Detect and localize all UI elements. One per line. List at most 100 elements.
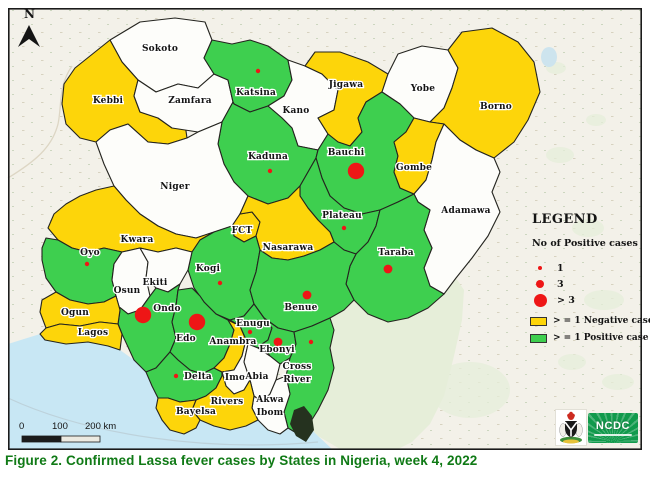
- cameroon-land: [308, 278, 464, 449]
- case-dot-oyo: [84, 261, 90, 267]
- legend-positive-row: > = 1 Positive case: [530, 330, 649, 346]
- north-arrow-icon: [18, 25, 40, 47]
- state-label-abia: Abia: [244, 372, 268, 382]
- state-label-plateau: Plateau: [322, 211, 362, 221]
- state-rivers: [191, 371, 259, 431]
- state-label-bayelsa: Bayelsa: [176, 407, 216, 417]
- river-estuary: [290, 406, 314, 442]
- legend-positive-swatch: [530, 333, 547, 343]
- state-lagos: [39, 321, 123, 351]
- state-label-enugu: Enugu: [236, 319, 270, 329]
- maritime-boundary-line: [7, 397, 319, 446]
- ncdc-logo: NCDC: [588, 413, 638, 443]
- legend-dot-row-3: > 3: [532, 292, 575, 308]
- legend-dot-large-icon: [532, 293, 548, 307]
- vegetation-patch-3: [558, 354, 586, 370]
- state-label-kogi: Kogi: [196, 264, 221, 274]
- vegetation-patch-5: [586, 114, 606, 126]
- case-dot-ondo: [134, 306, 152, 324]
- state-label-lagos: Lagos: [78, 328, 109, 338]
- state-label-kaduna: Kaduna: [248, 152, 288, 162]
- scalebar-left-segment: [21, 435, 62, 443]
- state-label-ogun: Ogun: [61, 308, 89, 318]
- case-dot-delta: [173, 373, 179, 379]
- case-dot-katsina: [255, 68, 261, 74]
- state-label-cross-river: Cross: [282, 362, 311, 372]
- legend-dot-row-2: 3: [532, 276, 564, 292]
- legend-dot-label-2: 3: [557, 278, 564, 290]
- figure-caption: Figure 2. Confirmed Lassa fever cases by…: [5, 453, 478, 468]
- state-label-osun: Osun: [114, 286, 141, 296]
- state-label-akwa-ibom: Akwa: [255, 395, 284, 405]
- legend-title: LEGEND: [532, 212, 598, 227]
- state-label-cross-river: River: [283, 375, 311, 385]
- state-label-edo: Edo: [176, 334, 196, 344]
- case-dot-benue: [302, 290, 312, 300]
- scalebar-right-segment: [60, 435, 101, 443]
- legend-subtitle: No of Positive cases: [532, 238, 638, 249]
- case-dot-enugu: [247, 329, 253, 335]
- state-label-nasarawa: Nasarawa: [263, 243, 314, 253]
- map-frame-border: [8, 8, 643, 450]
- state-label-yobe: Yobe: [410, 84, 436, 94]
- state-label-adamawa: Adamawa: [440, 206, 490, 216]
- state-label-kwara: Kwara: [121, 235, 154, 245]
- state-label-katsina: Katsina: [236, 88, 276, 98]
- state-label-fct: FCT: [232, 226, 253, 236]
- state-label-delta: Delta: [184, 372, 212, 382]
- atlantic-ocean: [8, 334, 332, 449]
- state-label-sokoto: Sokoto: [142, 44, 178, 54]
- legend-dot-row-1: 1: [532, 260, 564, 276]
- legend-negative-swatch: [530, 316, 547, 326]
- state-label-ebonyi: Ebonyi: [259, 345, 295, 355]
- state-label-zamfara: Zamfara: [168, 96, 212, 106]
- state-label-kebbi: Kebbi: [93, 96, 124, 106]
- state-label-taraba: Taraba: [378, 248, 414, 258]
- case-dot-edo: [188, 313, 206, 331]
- state-label-anambra: Anambra: [208, 337, 256, 347]
- case-dot-cross-river: [308, 339, 314, 345]
- legend-dot-label-3: > 3: [557, 294, 575, 306]
- case-dot-ebonyi: [273, 337, 283, 347]
- case-dot-plateau: [341, 225, 347, 231]
- vegetation-patch-1: [572, 219, 604, 237]
- state-label-niger: Niger: [160, 182, 189, 192]
- case-dot-kaduna: [267, 168, 273, 174]
- map-legend: LEGEND No of Positive cases 1 3 > 3 > = …: [529, 212, 650, 346]
- state-label-bauchi: Bauchi: [328, 148, 365, 158]
- scalebar-label-200: 200 km: [85, 421, 117, 432]
- case-dot-bauchi: [347, 162, 365, 180]
- vegetation-patch-2: [584, 290, 624, 310]
- state-label-ondo: Ondo: [153, 304, 180, 314]
- state-label-imo: Imo: [225, 373, 245, 383]
- state-label-ekiti: Ekiti: [142, 278, 167, 288]
- state-label-jigawa: Jigawa: [328, 80, 364, 90]
- vegetation-patch-4: [602, 374, 634, 390]
- legend-dot-medium-icon: [532, 280, 548, 288]
- state-label-borno: Borno: [480, 102, 512, 112]
- state-bayelsa: [155, 397, 201, 435]
- ncdc-logo-text: NCDC: [595, 420, 631, 432]
- case-dot-taraba: [383, 264, 393, 274]
- state-label-benue: Benue: [284, 303, 317, 313]
- legend-dot-label-1: 1: [557, 262, 564, 274]
- state-label-kano: Kano: [282, 106, 309, 116]
- state-label-rivers: Rivers: [211, 397, 244, 407]
- legend-positive-label: > = 1 Positive case: [553, 333, 649, 343]
- legend-negative-label: > = 1 Negative case: [553, 316, 650, 326]
- state-label-akwa-ibom: Ibom: [257, 408, 284, 418]
- state-label-oyo: Oyo: [80, 248, 100, 258]
- scalebar-label-100: 100: [52, 421, 68, 432]
- vegetation-patch-7: [430, 362, 510, 418]
- legend-dot-small-icon: [532, 266, 548, 270]
- scalebar-label-0: 0: [19, 421, 25, 432]
- nigeria-coat-of-arms: [555, 409, 587, 446]
- north-arrow-label: N: [24, 7, 35, 21]
- legend-negative-row: > = 1 Negative case: [530, 313, 650, 329]
- lake-chad: [541, 47, 557, 67]
- ncdc-logo-tagline: [594, 434, 632, 436]
- state-label-gombe: Gombe: [396, 163, 432, 173]
- vegetation-patch-0: [546, 147, 574, 163]
